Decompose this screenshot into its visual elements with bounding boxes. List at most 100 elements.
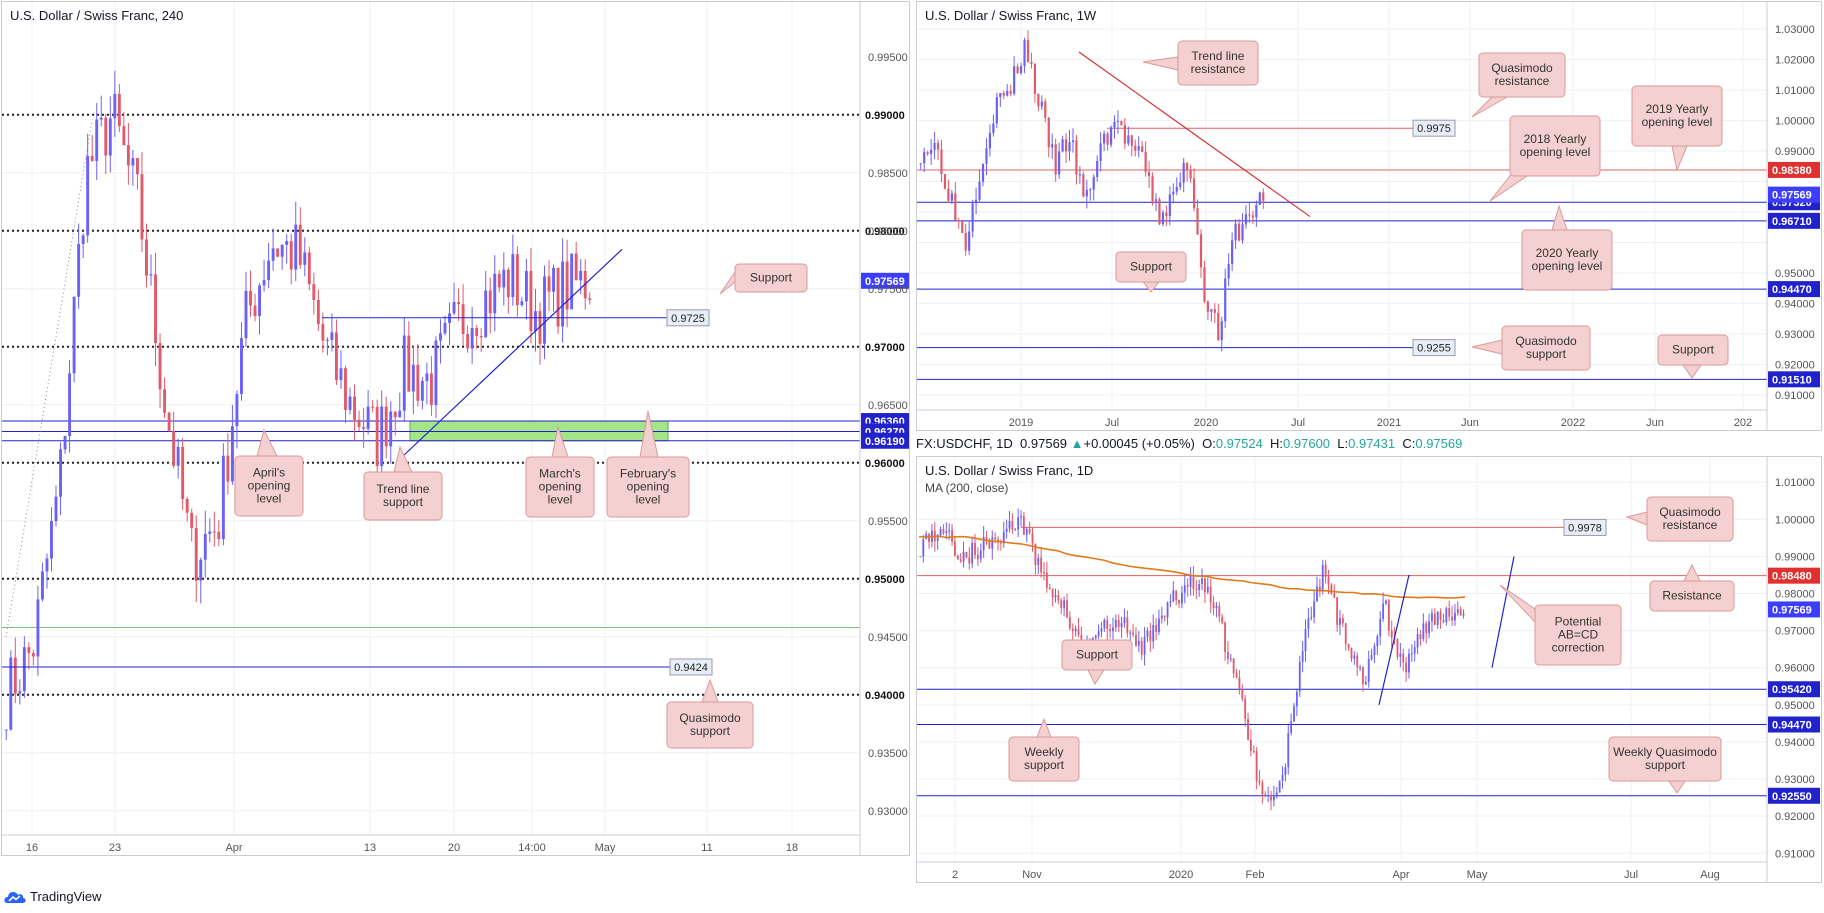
h4-candle-body (226, 455, 230, 482)
h4-x-tick-label: 14:00 (518, 842, 546, 854)
d1-candle-body (1364, 681, 1367, 685)
d1-candle-body (1008, 520, 1011, 529)
w1-candle-body (1009, 91, 1012, 94)
h4-callout-trendline-support[interactable]: Trend line support (363, 445, 443, 521)
w1-y-tick-label: 0.94000 (1775, 298, 1815, 310)
d1-level-price-label: 0.92550 (1772, 791, 1812, 803)
d1-candle-body (1123, 617, 1126, 624)
h4-candle-body (506, 269, 510, 298)
w1-callout-2018-yearly-box (1509, 115, 1601, 177)
h4-x-tick-label: 13 (364, 842, 376, 854)
d1-callout-quasimodo-resistance[interactable]: Quasimodo resistance (1625, 496, 1734, 542)
h4-candle-body (325, 339, 329, 341)
h4-chart-panel[interactable]: 0.99000 0.98000 0.97000 0.96000 0.95000 0.940… (1, 1, 910, 856)
d1-indicator-label: MA (200, close) (925, 481, 1009, 495)
d1-candle-body (1244, 698, 1247, 720)
w1-callout-quasimodo-resistance[interactable]: Quasimodo resistance (1471, 52, 1566, 118)
d1-callout-weekly-support[interactable]: Weekly support (1008, 717, 1080, 782)
d1-y-tick-label: 1.01000 (1775, 477, 1815, 489)
d1-candle-body (1416, 634, 1419, 648)
d1-candle-body (1060, 600, 1063, 608)
h4-candle-body (339, 368, 343, 381)
h4-candle-body (588, 298, 592, 300)
d1-x-tick-label: 2020 (1169, 869, 1193, 881)
h4-candle-body (262, 280, 266, 286)
w1-callout-support-2[interactable]: Support (1657, 334, 1729, 379)
d1-candle-body (985, 536, 988, 542)
d1-candle-body (1442, 620, 1445, 623)
d1-candle-body (1051, 589, 1054, 598)
h4-candle-body (543, 276, 546, 344)
d1-candle-body (1063, 600, 1066, 608)
d1-candle-body (1146, 630, 1149, 638)
h4-candle-body (493, 273, 497, 314)
d1-candle-body (1353, 655, 1356, 659)
h4-callout-april-opening-box (234, 455, 304, 517)
d1-candle-body (1399, 653, 1402, 657)
w1-callout-support[interactable]: Support (1115, 251, 1187, 293)
d1-candle-body (1120, 623, 1123, 628)
w1-callout-support-box (1115, 251, 1187, 283)
w1-candle-body (1054, 144, 1057, 175)
w1-candle-body (940, 149, 943, 175)
d1-candle-body (968, 557, 971, 564)
h4-level-tag (669, 658, 713, 676)
d1-callout-abcd[interactable]: Potential AB=CD correction (1499, 584, 1622, 666)
h4-fib-line (5, 120, 93, 637)
d1-callout-weekly-quasimodo[interactable]: Weekly Quasimodo support (1608, 736, 1722, 794)
d1-callout-weekly-quasimodo-box (1608, 736, 1722, 782)
h4-candle-body (276, 248, 280, 257)
w1-callout-support-text: Support (1130, 260, 1173, 274)
h4-candle-body (362, 427, 366, 429)
d1-candle-body (1097, 631, 1100, 636)
d1-chart-svg[interactable]: 0.98480 0.95420 0.94470 0.92550 0.9978 0.9756… (917, 457, 1822, 883)
h4-y-tick-label: 0.99500 (868, 52, 908, 64)
w1-callout-quasimodo-support[interactable]: Quasimodo support (1471, 325, 1591, 371)
w1-chart-svg[interactable]: 0.983800.973200.967100.944700.915100.997… (917, 2, 1822, 431)
h4-callout-april-opening[interactable]: April's opening level (234, 428, 304, 517)
w1-callout-2020-yearly[interactable]: 2020 Yearly opening level (1521, 204, 1613, 291)
h4-candle-body (425, 373, 429, 381)
d1-candle-body (1155, 625, 1157, 633)
d1-candle-body (1247, 719, 1249, 740)
w1-last-price-tag (1768, 186, 1820, 203)
w1-x-tick-label: 2022 (1561, 417, 1585, 429)
h4-candle-body (190, 512, 194, 529)
d1-y-tick-label: 0.99000 (1775, 551, 1815, 563)
h4-candle-body (466, 334, 470, 349)
d1-candle-body (1382, 603, 1385, 619)
w1-callout-trendline-resistance[interactable]: Trend line resistance (1142, 40, 1259, 86)
d1-y-tick-label: 0.94000 (1775, 737, 1815, 749)
h4-candle-body (552, 267, 556, 292)
h4-callout-march-opening[interactable]: March's opening level (525, 425, 595, 518)
h4-candle-body (479, 336, 483, 338)
w1-x-tick-label: Jul (1291, 417, 1305, 429)
high-value: 0.97600 (1283, 436, 1331, 451)
change-value: +0.00045 (+0.05%) (1083, 436, 1195, 451)
w1-candle-body (1137, 146, 1140, 151)
h4-callout-support-box (734, 263, 808, 293)
d1-level-price-label: 0.95420 (1772, 684, 1812, 696)
w1-callout-2018-yearly[interactable]: 2018 Yearly opening level (1489, 115, 1601, 202)
d1-callout-support[interactable]: Support (1061, 639, 1133, 686)
h4-callout-february-opening[interactable]: February's opening level (606, 410, 690, 518)
h4-callout-support[interactable]: Support (719, 263, 808, 295)
w1-callout-trendline-resistance-text: Trend line resistance (1191, 49, 1246, 76)
h4-callout-quasimodo-support[interactable]: Quasimodo support (666, 678, 754, 749)
h4-candle-body (208, 531, 212, 534)
h4-candle-body (488, 290, 492, 314)
d1-candle-body (1221, 616, 1224, 623)
h4-chart-svg[interactable]: 0.99000 0.98000 0.97000 0.96000 0.95000 0.940… (2, 2, 910, 856)
d1-chart-panel[interactable]: 0.98480 0.95420 0.94470 0.92550 0.9978 0.9756… (916, 456, 1822, 883)
h4-candle-body (511, 254, 515, 298)
w1-candle-body (1231, 240, 1234, 264)
close-label: C: (1402, 436, 1416, 451)
d1-candle-body (1344, 623, 1347, 644)
d1-callout-resistance[interactable]: Resistance (1649, 563, 1735, 612)
w1-chart-panel[interactable]: 0.98380 0.97320 0.96710 0.94470 0.91510 0.997… (916, 1, 1822, 431)
tradingview-logo[interactable]: TradingView (4, 889, 102, 904)
h4-candle-body (154, 274, 157, 344)
d1-candle-body (1307, 618, 1310, 629)
d1-candle-body (971, 542, 974, 564)
w1-callout-2019-yearly[interactable]: 2019 Yearly opening level (1631, 85, 1723, 172)
